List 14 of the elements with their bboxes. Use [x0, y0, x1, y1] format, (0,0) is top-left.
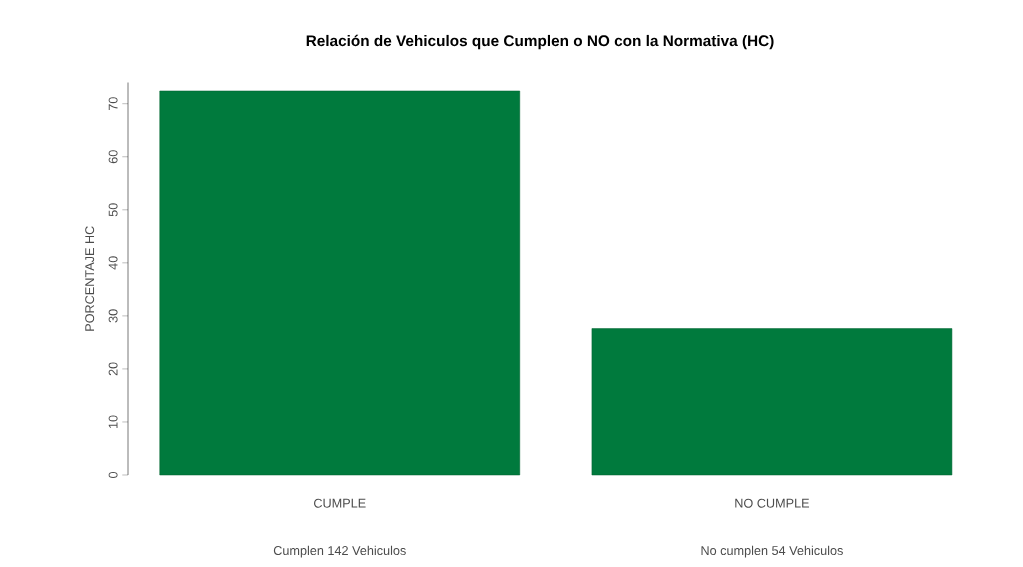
y-axis-title: PORCENTAJE HC — [85, 226, 95, 331]
y-tick-label: 10 — [108, 415, 118, 429]
chart-title: Relación de Vehiculos que Cumplen o NO con la Normativa (HC) — [306, 34, 774, 50]
text: Cumplen 142 Vehiculos — [273, 545, 406, 558]
y-tick-label: 40 — [108, 256, 118, 270]
y-tick-label: 60 — [108, 150, 118, 164]
y-tick-label: 70 — [108, 97, 118, 111]
y-tick-label: 0 — [108, 471, 118, 479]
text: No cumplen 54 Vehiculos — [701, 545, 843, 558]
x-tick-label: CUMPLE — [314, 498, 366, 508]
y-tick-label: 20 — [108, 362, 118, 376]
x-tick-label: NO CUMPLE — [735, 498, 810, 508]
y-tick-label: 50 — [108, 203, 118, 217]
y-tick-label: 30 — [108, 309, 118, 323]
